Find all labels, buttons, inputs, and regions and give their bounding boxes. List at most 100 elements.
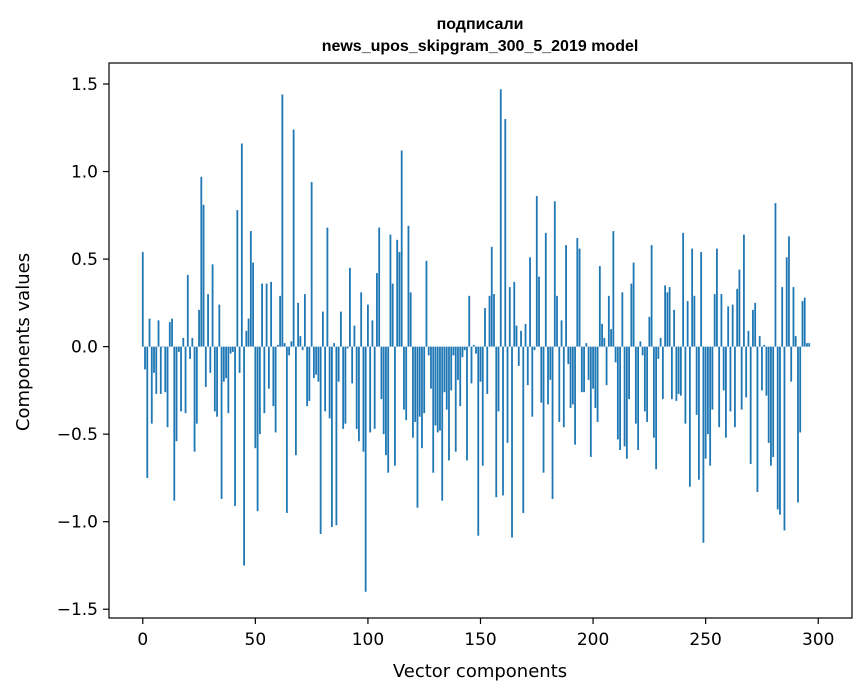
bar-263 <box>734 346 736 428</box>
bar-254 <box>713 294 716 347</box>
bar-39 <box>229 346 232 354</box>
bar-76 <box>312 346 315 379</box>
bar-199 <box>589 346 592 457</box>
bar-59 <box>274 346 277 433</box>
bar-289 <box>792 287 795 347</box>
bar-16 <box>177 346 180 352</box>
bar-145 <box>468 295 471 347</box>
bar-253 <box>711 346 714 410</box>
bar-27 <box>202 204 205 347</box>
bar-205 <box>603 337 606 347</box>
bar-225 <box>648 316 651 347</box>
bar-193 <box>576 238 579 347</box>
bar-0 <box>141 252 144 347</box>
bar-167 <box>517 346 520 366</box>
bar-152 <box>484 308 486 347</box>
bar-251 <box>707 346 709 435</box>
bar-96 <box>358 346 360 442</box>
bar-89 <box>342 346 345 429</box>
bar-166 <box>515 325 518 347</box>
bar-103 <box>373 346 376 429</box>
bar-191 <box>571 346 574 405</box>
bar-278 <box>767 346 770 443</box>
bar-132 <box>439 346 441 431</box>
bar-109 <box>387 346 390 473</box>
bar-94 <box>353 325 356 347</box>
bar-104 <box>376 273 378 347</box>
x-tick-label-150: 150 <box>464 630 496 650</box>
bar-116 <box>403 346 405 410</box>
bar-43 <box>238 346 241 373</box>
bar-154 <box>488 295 491 347</box>
bar-261 <box>729 346 732 412</box>
bar-226 <box>650 245 653 347</box>
bar-174 <box>533 346 536 351</box>
y-tick-label-5: 1.0 <box>71 163 98 183</box>
bar-220 <box>637 346 640 450</box>
bar-70 <box>299 336 302 347</box>
bar-179 <box>544 232 547 347</box>
bar-283 <box>779 346 781 515</box>
bar-235 <box>670 346 673 400</box>
bar-45 <box>243 346 245 566</box>
bar-97 <box>360 292 363 347</box>
bar-38 <box>227 346 230 414</box>
bar-273 <box>756 346 759 492</box>
bar-175 <box>535 196 538 347</box>
bar-98 <box>362 346 365 452</box>
bar-131 <box>436 346 439 433</box>
chart-subtitle: news_upos_skipgram_300_5_2019 model <box>322 38 639 55</box>
bar-17 <box>180 346 182 412</box>
bar-224 <box>646 346 649 422</box>
bar-48 <box>249 231 252 347</box>
bar-296 <box>808 343 811 347</box>
bar-120 <box>412 346 414 438</box>
bar-69 <box>297 302 300 347</box>
bar-258 <box>722 346 725 391</box>
x-tick-label-200: 200 <box>577 630 609 650</box>
bar-44 <box>240 143 243 347</box>
bar-22 <box>191 337 194 347</box>
bar-150 <box>479 346 482 382</box>
bar-53 <box>261 283 263 347</box>
bar-84 <box>331 346 333 527</box>
bar-75 <box>310 182 313 347</box>
bar-256 <box>718 346 721 428</box>
bar-252 <box>709 346 712 466</box>
bar-55 <box>265 283 268 347</box>
bar-213 <box>621 292 624 347</box>
bar-95 <box>355 346 358 429</box>
bar-149 <box>477 346 480 536</box>
bar-147 <box>472 344 475 347</box>
bar-245 <box>693 295 696 347</box>
bar-285 <box>783 346 786 531</box>
bar-56 <box>267 346 270 389</box>
bar-63 <box>283 343 286 347</box>
bar-230 <box>659 337 662 347</box>
bar-163 <box>508 287 511 347</box>
bar-222 <box>641 346 644 356</box>
bar-264 <box>736 288 739 347</box>
bar-187 <box>562 346 565 428</box>
bar-183 <box>553 201 556 347</box>
chart-title: подписали <box>437 16 524 33</box>
bar-242 <box>686 301 689 347</box>
y-tick-label-0: −1.5 <box>57 600 98 620</box>
bar-223 <box>643 346 646 412</box>
bar-286 <box>785 257 788 347</box>
bar-92 <box>349 267 351 347</box>
bar-171 <box>526 346 529 386</box>
bar-176 <box>538 276 540 347</box>
bar-26 <box>200 176 203 347</box>
bar-275 <box>761 346 763 391</box>
bar-47 <box>247 318 250 347</box>
bar-51 <box>256 346 259 512</box>
bar-262 <box>731 304 734 347</box>
bar-209 <box>612 231 615 347</box>
x-axis-label: Vector components <box>393 661 567 682</box>
bar-233 <box>666 292 669 347</box>
bar-79 <box>319 346 322 534</box>
bar-42 <box>236 210 239 347</box>
bar-110 <box>389 234 392 347</box>
